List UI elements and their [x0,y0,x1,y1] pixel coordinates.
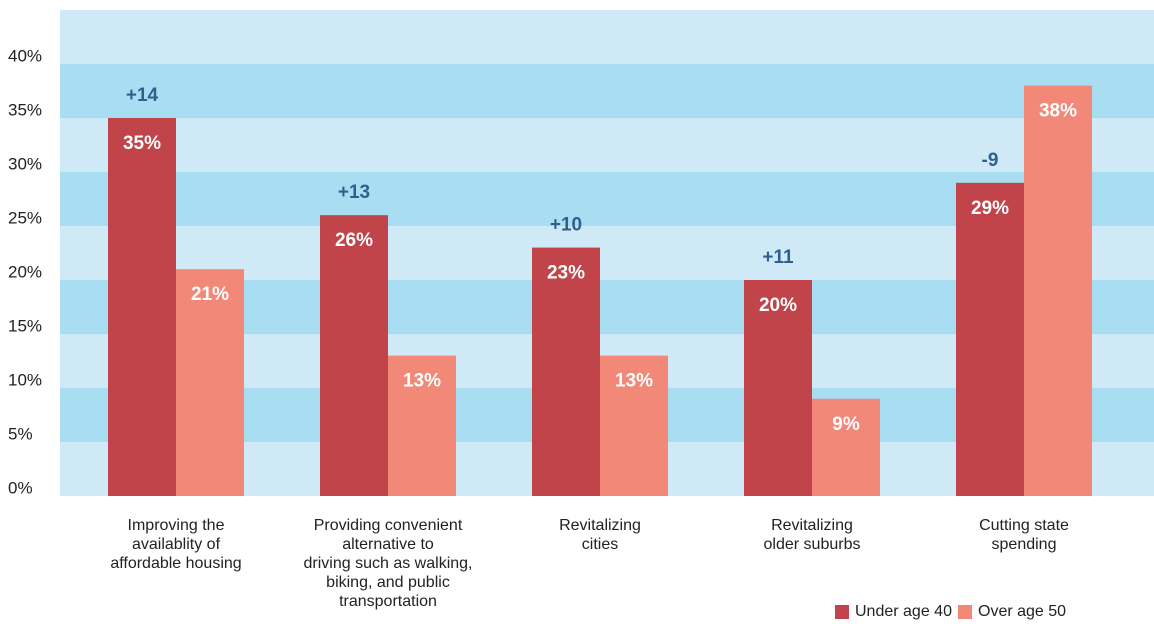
difference-label: +14 [126,85,159,106]
legend-swatch [835,605,849,619]
x-tick-label: Cutting state spending [979,517,1069,553]
value-label: 13% [615,371,653,392]
value-label: 20% [759,295,797,316]
value-label: 38% [1039,101,1077,122]
y-tick-label: 10% [8,370,42,389]
bar [600,355,668,496]
bar [956,182,1024,497]
legend-swatch [958,605,972,619]
value-label: 35% [123,133,161,154]
y-tick-label: 5% [8,424,33,443]
bar [320,215,388,496]
grid-band [60,64,1154,118]
value-label: 29% [971,198,1009,219]
y-tick-label: 40% [8,46,42,65]
legend-label: Under age 40 [855,603,952,620]
y-tick-label: 20% [8,262,42,281]
difference-label: +13 [338,182,370,203]
bar [108,118,176,496]
difference-label: -9 [982,150,999,171]
y-tick-label: 35% [8,100,42,119]
value-label: 23% [547,263,585,284]
x-tick-label: Providing convenient alternative to driv… [303,517,473,610]
value-label: 26% [335,230,373,251]
y-tick-label: 25% [8,208,42,227]
value-label: 21% [191,284,229,305]
bar [388,355,456,496]
bar [176,269,244,496]
x-tick-label: Revitalizing older suburbs [763,517,861,553]
y-tick-label: 0% [8,478,33,497]
difference-label: +10 [550,215,582,236]
y-tick-label: 15% [8,316,42,335]
value-label: 9% [832,414,860,435]
bar [812,398,880,496]
bar [1024,85,1092,496]
y-tick-label: 30% [8,154,42,173]
legend-label: Over age 50 [978,603,1066,620]
x-tick-label: Improving the availablity of affordable … [110,517,242,572]
difference-label: +11 [762,247,794,268]
bar [532,247,600,496]
bar [744,280,812,496]
value-label: 13% [403,371,441,392]
x-tick-label: Revitalizing cities [559,517,641,553]
